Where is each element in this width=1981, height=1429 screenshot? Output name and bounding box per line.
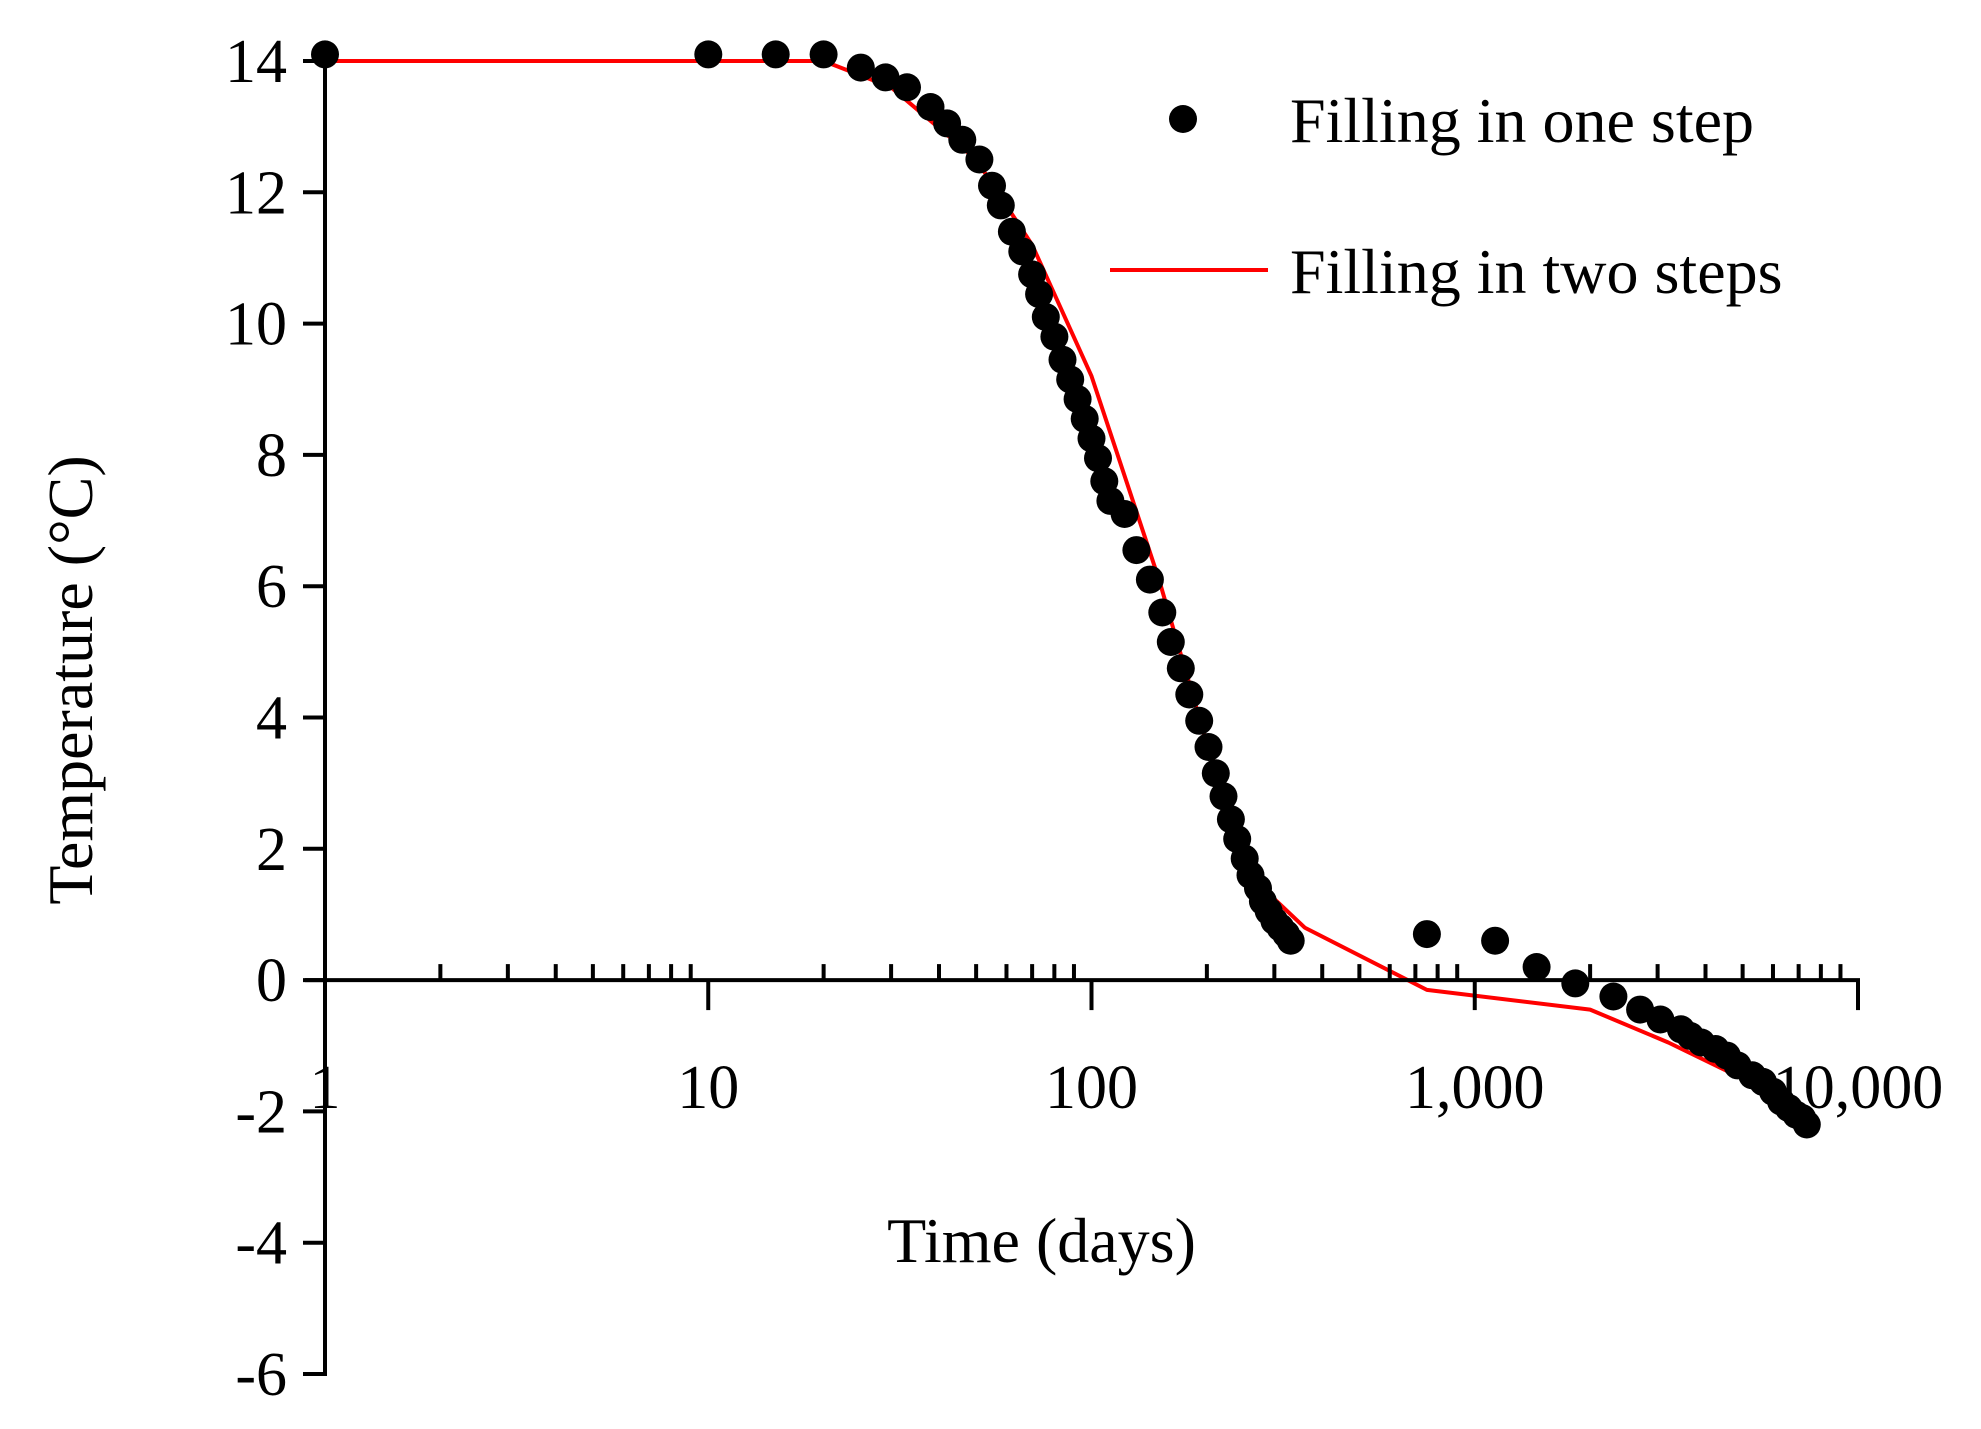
data-point [1599, 982, 1628, 1011]
y-tick-label: 14 [225, 28, 287, 96]
legend-marker-filling-one-step [1169, 105, 1197, 133]
series-line-filling-two-steps [325, 59, 1812, 1133]
x-tick-label: 10 [677, 1054, 739, 1122]
data-point [1110, 500, 1139, 528]
data-point [986, 191, 1015, 220]
data-point [948, 125, 977, 154]
data-point [846, 53, 875, 82]
data-point [1276, 926, 1305, 955]
data-point [1025, 280, 1054, 309]
data-point [1201, 759, 1230, 788]
y-tick-label: 8 [256, 422, 287, 490]
data-point [1166, 654, 1195, 683]
data-point [1084, 444, 1112, 473]
x-tick-label: 1,000 [1405, 1054, 1545, 1122]
y-tick-label: 2 [256, 816, 287, 884]
y-tick-label: -4 [235, 1210, 287, 1278]
data-point [1412, 920, 1441, 949]
data-point [1481, 926, 1510, 955]
y-tick-label: -2 [235, 1078, 287, 1146]
data-point [1156, 628, 1185, 656]
y-tick-label: 4 [256, 685, 287, 753]
legend: Filling in one step Filling in two steps [1110, 85, 1783, 307]
plot-area [311, 40, 1821, 1139]
y-tick-label: 0 [256, 947, 287, 1015]
x-tick-label: 100 [1045, 1054, 1138, 1122]
data-point [1522, 953, 1551, 981]
axes: 14 12 10 8 6 4 2 0 -2 -4 -6 1 10 100 1,000 10,000 Time (… [35, 28, 1943, 1409]
x-tick-label: 10,000 [1773, 1054, 1944, 1122]
data-point [1040, 322, 1069, 351]
data-point [809, 40, 838, 69]
legend-label-filling-one-step: Filling in one step [1290, 85, 1754, 156]
y-tick-label: 6 [256, 553, 287, 621]
data-point [1792, 1110, 1821, 1139]
data-point [871, 63, 900, 92]
y-tick-label: 12 [225, 159, 287, 227]
data-point [1175, 680, 1204, 709]
data-point [1185, 706, 1214, 735]
data-point [1194, 733, 1223, 761]
data-point [1135, 565, 1164, 594]
data-point [893, 73, 921, 102]
data-point [1008, 237, 1037, 266]
y-tick-label: -6 [235, 1341, 287, 1409]
y-axis-title: Temperature (°C) [35, 455, 106, 904]
data-point [761, 40, 790, 69]
legend-label-filling-two-steps: Filling in two steps [1290, 236, 1783, 307]
data-point [1561, 969, 1590, 998]
data-point [694, 40, 723, 69]
x-axis-title: Time (days) [887, 1205, 1196, 1276]
x-tick-label: 1 [310, 1054, 341, 1122]
data-point [1209, 782, 1238, 811]
data-point [965, 145, 994, 174]
y-tick-label: 10 [225, 291, 287, 359]
data-point [1148, 598, 1177, 627]
data-point [1122, 536, 1151, 565]
